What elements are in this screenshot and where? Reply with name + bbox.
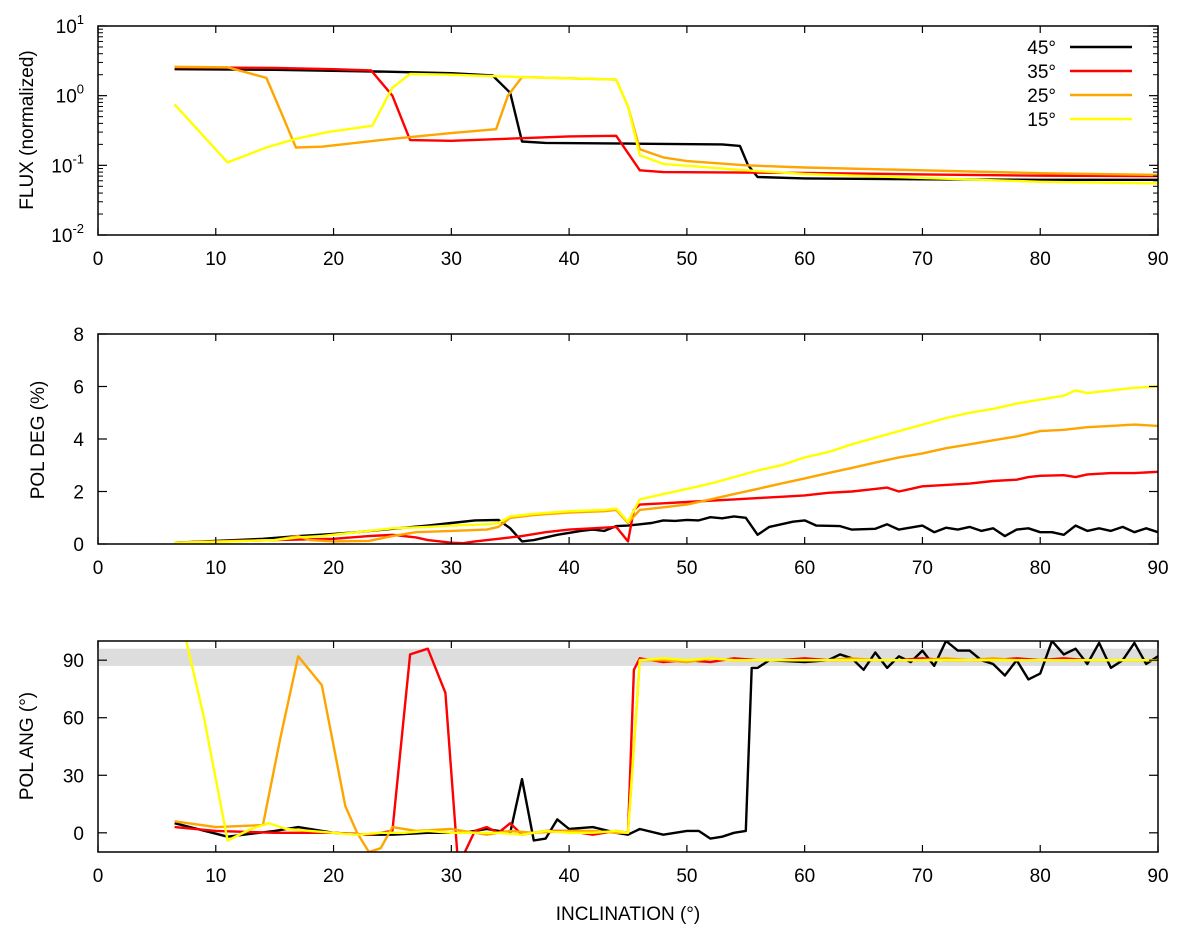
flux-xtick-label: 50 <box>676 249 697 270</box>
flux-xtick-label: 60 <box>794 249 815 270</box>
parallel-band <box>99 648 1157 666</box>
flux-series-45deg <box>174 68 1158 181</box>
legend: 45° 35° 25° 15° <box>1027 38 1132 131</box>
poldeg-xtick-label: 80 <box>1030 558 1051 579</box>
polang-xtick-label: 90 <box>1147 866 1168 887</box>
flux-series-15deg <box>173 72 1158 185</box>
flux-series-35deg <box>174 66 1158 178</box>
polang-xtick-label: 0 <box>93 866 104 887</box>
poldeg-xtick-label: 70 <box>912 558 933 579</box>
poldeg-ytick-label: 8 <box>73 325 84 346</box>
flux-series-25deg <box>174 65 1158 177</box>
flux-plot-area <box>173 65 1158 185</box>
flux-panel: 0 10 20 30 40 50 60 70 80 90 10-2 10-1 100 101 FLUX (… <box>17 12 1169 270</box>
flux-xtick-label: 40 <box>559 249 580 270</box>
polang-xtick-label: 40 <box>559 866 580 887</box>
poldeg-xtick-label: 10 <box>205 558 226 579</box>
polang-xtick-label: 60 <box>794 866 815 887</box>
flux-xtick-label: 90 <box>1147 249 1168 270</box>
polang-ytick-label: 60 <box>63 709 84 730</box>
poldeg-xtick-label: 40 <box>559 558 580 579</box>
poldeg-ytick-label: 2 <box>73 483 84 504</box>
legend-label: 35° <box>1027 62 1056 83</box>
poldeg-ytick-label: 6 <box>73 378 84 399</box>
polang-xtick-label: 80 <box>1030 866 1051 887</box>
polang-ytick-label: 90 <box>63 651 84 672</box>
poldeg-series-25deg <box>174 423 1158 544</box>
poldeg-series-35deg <box>174 470 1158 544</box>
pol-deg-axes: 0 10 20 30 40 50 60 70 80 90 0 2 4 6 8 <box>73 325 1168 579</box>
pol-ang-axes: 0 10 20 30 40 50 60 70 80 90 0 30 60 90 <box>63 640 1169 887</box>
flux-xtick-label: 30 <box>441 249 462 270</box>
polang-series-25deg <box>174 655 1158 852</box>
polang-ytick-label: 0 <box>73 824 84 845</box>
poldeg-xtick-label: 30 <box>441 558 462 579</box>
polang-series-45deg <box>174 641 1158 842</box>
pol-ang-plot-area <box>99 641 1158 852</box>
pol-ang-panel: 0 10 20 30 40 50 60 70 80 90 0 30 60 90 POL ANG (°) I… <box>17 640 1169 925</box>
pol-deg-panel: 0 10 20 30 40 50 60 70 80 90 0 2 4 6 8 POL DEG (%) <box>28 325 1169 579</box>
flux-ytick-label: 100 <box>56 82 84 108</box>
x-axis-label: INCLINATION (°) <box>556 904 700 925</box>
polang-xtick-label: 20 <box>323 866 344 887</box>
poldeg-xtick-label: 60 <box>794 558 815 579</box>
polang-xtick-label: 10 <box>205 866 226 887</box>
pol-ang-ylabel: POL ANG (°) <box>17 692 38 800</box>
pol-deg-plot-area <box>174 385 1158 544</box>
flux-axes: 0 10 20 30 40 50 60 70 80 90 10-2 10-1 100 101 <box>51 12 1168 270</box>
polang-xtick-label: 70 <box>912 866 933 887</box>
poldeg-series-15deg <box>174 385 1158 544</box>
polang-series-15deg <box>185 641 1158 842</box>
flux-ytick-label: 10-1 <box>51 151 84 177</box>
polang-xtick-label: 50 <box>676 866 697 887</box>
legend-label: 15° <box>1027 110 1056 131</box>
flux-ytick-label: 10-2 <box>51 221 84 247</box>
flux-xtick-label: 0 <box>93 249 104 270</box>
polang-xtick-label: 30 <box>441 866 462 887</box>
flux-xtick-label: 10 <box>205 249 226 270</box>
flux-ylabel: FLUX (normalized) <box>17 50 38 209</box>
flux-xtick-label: 70 <box>912 249 933 270</box>
poldeg-xtick-label: 0 <box>93 558 104 579</box>
flux-xtick-label: 20 <box>323 249 344 270</box>
pol-deg-ylabel: POL DEG (%) <box>28 381 49 500</box>
poldeg-xtick-label: 20 <box>323 558 344 579</box>
poldeg-ytick-label: 0 <box>73 535 84 556</box>
legend-label: 25° <box>1027 86 1056 107</box>
polang-series-35deg <box>174 647 1158 852</box>
polang-frame <box>97 640 1159 853</box>
poldeg-ytick-label: 4 <box>73 430 84 451</box>
polang-ytick-label: 30 <box>63 766 84 787</box>
poldeg-xtick-label: 50 <box>676 558 697 579</box>
flux-ytick-label: 101 <box>56 12 84 38</box>
flux-frame <box>97 25 1159 236</box>
legend-label: 45° <box>1027 38 1056 59</box>
flux-xtick-label: 80 <box>1030 249 1051 270</box>
poldeg-xtick-label: 90 <box>1147 558 1168 579</box>
